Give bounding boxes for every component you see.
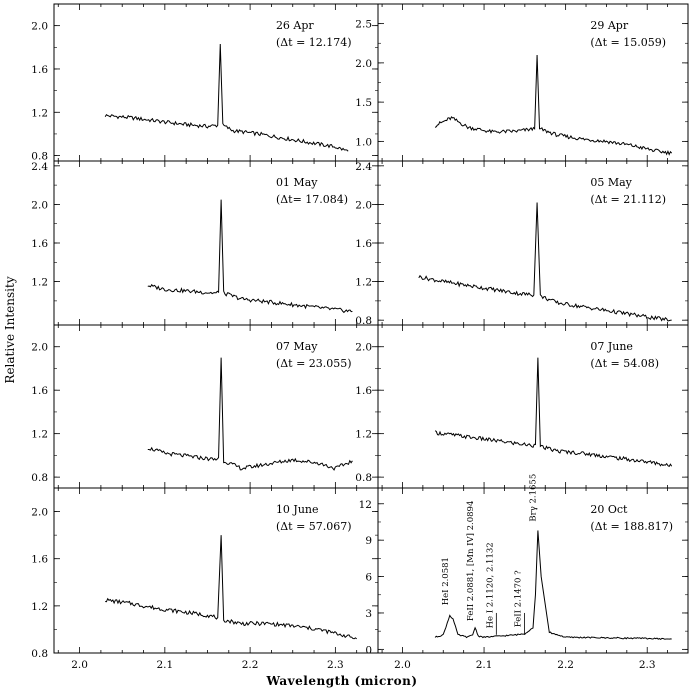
y-tick-label: 2.0: [31, 199, 48, 211]
y-tick-label: 2.0: [31, 21, 48, 33]
panel-frame: [53, 324, 379, 489]
panel-frame: [377, 324, 689, 489]
panel-3: 0.8 1.2 1.6 2.0 2.4 05 May (Δt = 21.112): [355, 160, 689, 327]
y-tick-label: 0: [365, 644, 372, 656]
date-label: 07 June: [590, 340, 633, 353]
line-id-label: FeII 2.0881, [Mn IV] 2.0894: [466, 501, 476, 621]
x-tick-label: 2.2: [557, 659, 574, 671]
spectrum-line: [105, 535, 357, 640]
y-tick-label: 1.2: [355, 277, 372, 289]
y-tick-label: 1.2: [31, 277, 48, 289]
spectrum-line: [434, 530, 672, 640]
x-tick-label: 2.0: [394, 659, 411, 671]
panel-6: 2.0 2.1 2.2 2.3 0.8 1.2 1.6 2.0 10 June (Δt = 57.…: [31, 487, 379, 671]
y-tick-label: 1.6: [31, 64, 48, 76]
y-tick-label: 9: [365, 535, 372, 547]
line-id-label: He I 2.1120, 2.1132: [485, 542, 495, 628]
y-tick-label: 1.2: [31, 601, 48, 613]
x-tick-label: 2.1: [476, 659, 493, 671]
x-axis-title: Wavelength (micron): [265, 674, 417, 688]
panel-frame: [53, 3, 379, 162]
spectrum-line: [434, 357, 673, 468]
x-tick-label: 2.0: [71, 659, 88, 671]
y-tick-label: 1.2: [31, 107, 48, 119]
y-tick-label: 2.5: [355, 19, 372, 31]
date-label: 10 June: [276, 503, 319, 516]
y-tick-label: 1.6: [355, 385, 372, 397]
y-tick-label: 1.6: [31, 554, 48, 566]
delta-t-label: (Δt = 57.067): [276, 520, 352, 533]
panel-frame: [53, 487, 379, 654]
y-tick-label: 1.6: [355, 238, 372, 250]
y-tick-label: 2.0: [355, 58, 372, 70]
spectrum-line: [418, 202, 672, 322]
delta-t-label: (Δt = 54.08): [590, 357, 659, 370]
delta-t-label: (Δt = 12.174): [276, 36, 352, 49]
panel-4: 0.8 1.2 1.6 2.0 07 May (Δt = 23.055): [31, 324, 379, 489]
y-tick-label: 6: [365, 572, 372, 584]
y-tick-label: 0.8: [355, 472, 372, 484]
spectrum-line: [147, 357, 353, 471]
y-tick-label: 2.0: [355, 342, 372, 354]
date-label: 29 Apr: [590, 19, 628, 32]
date-label: 26 Apr: [276, 19, 314, 32]
y-tick-label: 1.0: [355, 136, 372, 148]
y-tick-label: 2.0: [31, 507, 48, 519]
y-tick-label: 0.8: [355, 315, 372, 327]
y-tick-label: 1.5: [355, 97, 372, 109]
panel-0: 0.8 1.2 1.6 2.0 26 Apr (Δt = 12.174): [31, 3, 379, 163]
panel-5: 0.8 1.2 1.6 2.0 07 June (Δt = 54.08): [355, 324, 689, 489]
y-tick-label: 1.2: [355, 429, 372, 441]
spectrum-line: [147, 199, 353, 314]
y-tick-label: 0.8: [31, 648, 48, 660]
panel-frame: [53, 160, 379, 326]
x-tick-label: 2.3: [639, 659, 656, 671]
y-tick-label: 0.8: [31, 151, 48, 163]
spectrum-line: [434, 55, 673, 156]
y-tick-label: 2.4: [355, 161, 372, 173]
date-label: 05 May: [590, 176, 632, 189]
panel-2: 1.2 1.6 2.0 2.4 01 May (Δt= 17.084): [31, 160, 379, 326]
x-tick-label: 2.2: [242, 659, 259, 671]
line-id-label: Brγ 2.1655: [529, 474, 539, 522]
y-tick-label: 1.2: [31, 429, 48, 441]
y-tick-label: 2.0: [31, 342, 48, 354]
delta-t-label: (Δt = 15.059): [590, 36, 666, 49]
y-tick-label: 1.6: [31, 385, 48, 397]
panel-1: 1.0 1.5 2.0 2.5 29 Apr (Δt = 15.059): [355, 3, 689, 162]
y-tick-label: 0.8: [31, 472, 48, 484]
y-tick-label: 12: [359, 499, 372, 511]
panel-frame: [377, 3, 689, 162]
delta-t-label: (Δt = 23.055): [276, 357, 352, 370]
y-tick-label: 1.6: [31, 238, 48, 250]
date-label: 20 Oct: [590, 503, 628, 516]
line-id-label: HeI 2.0581: [441, 557, 451, 605]
delta-t-label: (Δt= 17.084): [276, 193, 348, 206]
x-tick-label: 2.1: [156, 659, 173, 671]
y-axis-title: Relative Intensity: [3, 276, 17, 383]
y-tick-label: 2.0: [355, 199, 372, 211]
date-label: 01 May: [276, 176, 318, 189]
delta-t-label: (Δt = 188.817): [590, 520, 673, 533]
panel-frame: [377, 160, 689, 326]
panel-7: 2.0 2.1 2.2 2.3 0 3 6 9 12 20 Oct (Δt = 188.817) He…: [359, 474, 689, 671]
x-tick-label: 2.3: [327, 659, 344, 671]
line-id-label: FeII 2.1470 ?: [513, 570, 523, 627]
spectrum-line: [104, 44, 349, 152]
y-tick-label: 3: [365, 608, 372, 620]
delta-t-label: (Δt = 21.112): [590, 193, 666, 206]
panel-frame: [377, 487, 689, 654]
y-tick-label: 2.4: [31, 161, 48, 173]
date-label: 07 May: [276, 340, 318, 353]
